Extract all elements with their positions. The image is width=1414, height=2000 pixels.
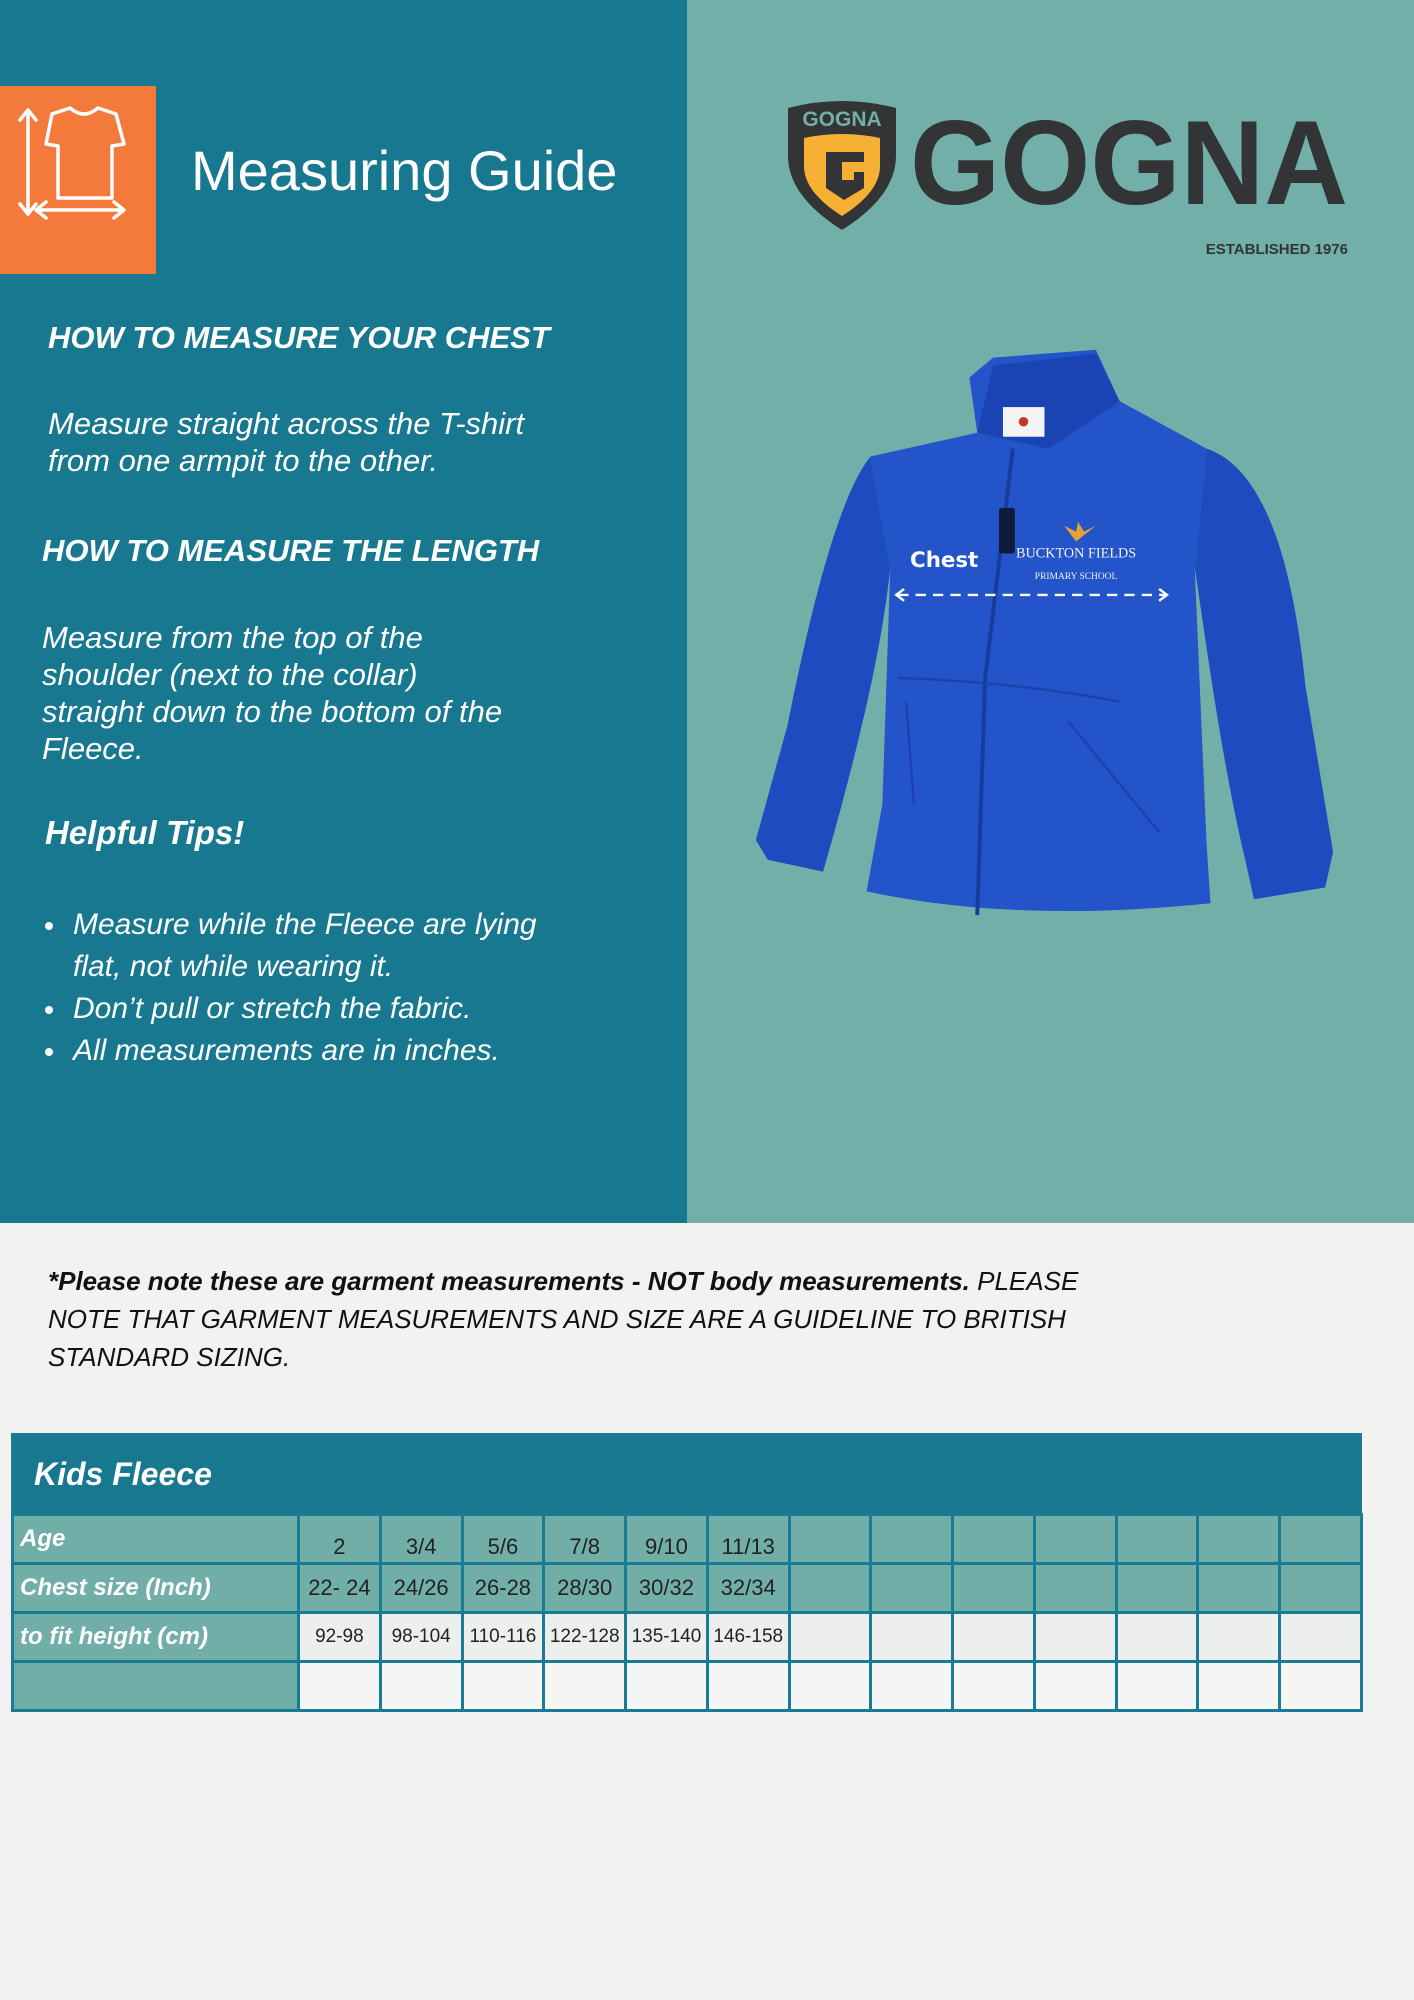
table-cell: 30/32 — [624, 1562, 709, 1614]
table-cell — [951, 1562, 1036, 1614]
table-cell — [378, 1660, 464, 1712]
table-cell — [460, 1660, 546, 1712]
table-cell — [787, 1660, 873, 1712]
page-title: Measuring Guide — [191, 139, 618, 202]
table-cell: 9/10 — [624, 1513, 709, 1565]
tips-list: Measure while the Fleece are lying flat, … — [45, 904, 537, 1072]
svg-text:BUCKTON FIELDS: BUCKTON FIELDS — [1016, 545, 1136, 561]
table-cell: 110-116 — [460, 1611, 546, 1663]
table-cell — [1278, 1513, 1363, 1565]
table-cell: 11/13 — [705, 1513, 791, 1565]
tip-item: Measure while the Fleece are lying flat, … — [45, 904, 537, 988]
table-title: Kids Fleece — [11, 1433, 1362, 1516]
table-cell — [1114, 1513, 1200, 1565]
table-cell — [869, 1562, 955, 1614]
table-cell — [1278, 1562, 1363, 1614]
svg-text:ESTABLISHED 1976: ESTABLISHED 1976 — [1206, 241, 1348, 258]
table-cell — [1114, 1611, 1200, 1663]
table-cell — [951, 1513, 1036, 1565]
table-cell: 92-98 — [297, 1611, 382, 1663]
tip-item: All measurements are in inches. — [45, 1030, 537, 1072]
table-row — [11, 1660, 1363, 1712]
table-cell: 3/4 — [378, 1513, 464, 1565]
table-cell — [1032, 1660, 1118, 1712]
chest-instructions: Measure straight across the T-shirt from… — [48, 405, 608, 479]
table-cell — [1032, 1562, 1118, 1614]
tip-item: Don’t pull or stretch the fabric. — [45, 988, 537, 1030]
text-line: shoulder (next to the collar) — [42, 657, 418, 692]
svg-text:GOGNA: GOGNA — [910, 96, 1348, 230]
text-line: Measure straight across the T-shirt — [48, 406, 525, 441]
table-cell — [624, 1660, 709, 1712]
row-label: to fit height (cm) — [11, 1611, 300, 1663]
length-instructions: Measure from the top of the shoulder (ne… — [42, 619, 602, 767]
table-cell: 5/6 — [460, 1513, 546, 1565]
table-cell: 22- 24 — [297, 1562, 382, 1614]
table-cell: 7/8 — [542, 1513, 628, 1565]
tips-heading: Helpful Tips! — [45, 814, 245, 851]
table-cell — [787, 1611, 873, 1663]
table-cell — [1196, 1611, 1282, 1663]
table-cell — [869, 1660, 955, 1712]
table-cell — [1196, 1660, 1282, 1712]
table-cell — [951, 1611, 1036, 1663]
table-cell — [1032, 1513, 1118, 1565]
table-cell — [951, 1660, 1036, 1712]
table-cell — [1114, 1562, 1200, 1614]
sizing-note: *Please note these are garment measureme… — [48, 1266, 1079, 1372]
table-cell — [542, 1660, 628, 1712]
table-cell — [787, 1513, 873, 1565]
table-cell: 135-140 — [624, 1611, 709, 1663]
fleece-jacket-image: BUCKTON FIELDS PRIMARY SCHOOL Chest — [755, 349, 1334, 916]
table-cell — [1278, 1660, 1363, 1712]
table-cell — [787, 1562, 873, 1614]
table-cell — [1278, 1611, 1363, 1663]
text-line: Fleece. — [42, 731, 144, 766]
chest-heading: HOW TO MEASURE YOUR CHEST — [48, 320, 550, 355]
table-cell — [1032, 1611, 1118, 1663]
size-chart-table: Kids Fleece Age 2 3/4 5/6 7/8 9/10 11/13 Chest… — [11, 1433, 1363, 1712]
table-row: Age 2 3/4 5/6 7/8 9/10 11/13 — [11, 1513, 1363, 1565]
table-cell: 2 — [297, 1513, 382, 1565]
chest-label: Chest — [910, 548, 978, 573]
table-cell — [1114, 1660, 1200, 1712]
table-cell — [869, 1513, 955, 1565]
table-cell — [297, 1660, 382, 1712]
table-cell — [869, 1611, 955, 1663]
length-heading: HOW TO MEASURE THE LENGTH — [42, 533, 540, 568]
table-row: Chest size (Inch) 22- 24 24/26 26-28 28/30 30… — [11, 1562, 1363, 1614]
row-label: Chest size (Inch) — [11, 1562, 300, 1614]
row-label: Age — [11, 1513, 300, 1565]
table-cell: 98-104 — [378, 1611, 464, 1663]
svg-text:GOGNA: GOGNA — [802, 108, 881, 131]
table-cell: 122-128 — [542, 1611, 628, 1663]
table-row: to fit height (cm) 92-98 98-104 110-116 122-… — [11, 1611, 1363, 1663]
gogna-logo: GOGNA GOGNA ESTABLISHED 1976 — [788, 96, 1348, 258]
text-line: Measure from the top of the — [42, 620, 423, 655]
table-cell: 24/26 — [378, 1562, 464, 1614]
table-cell: 28/30 — [542, 1562, 628, 1614]
table-cell: 32/34 — [705, 1562, 791, 1614]
table-cell — [1196, 1562, 1282, 1614]
tshirt-measure-icon — [0, 86, 156, 274]
text-line: straight down to the bottom of the — [42, 694, 503, 729]
table-cell: 146-158 — [705, 1611, 791, 1663]
table-cell — [1196, 1513, 1282, 1565]
table-cell: 26-28 — [460, 1562, 546, 1614]
svg-text:PRIMARY SCHOOL: PRIMARY SCHOOL — [1035, 572, 1118, 582]
text-line: from one armpit to the other. — [48, 443, 438, 478]
row-label — [11, 1660, 300, 1712]
table-cell — [705, 1660, 791, 1712]
